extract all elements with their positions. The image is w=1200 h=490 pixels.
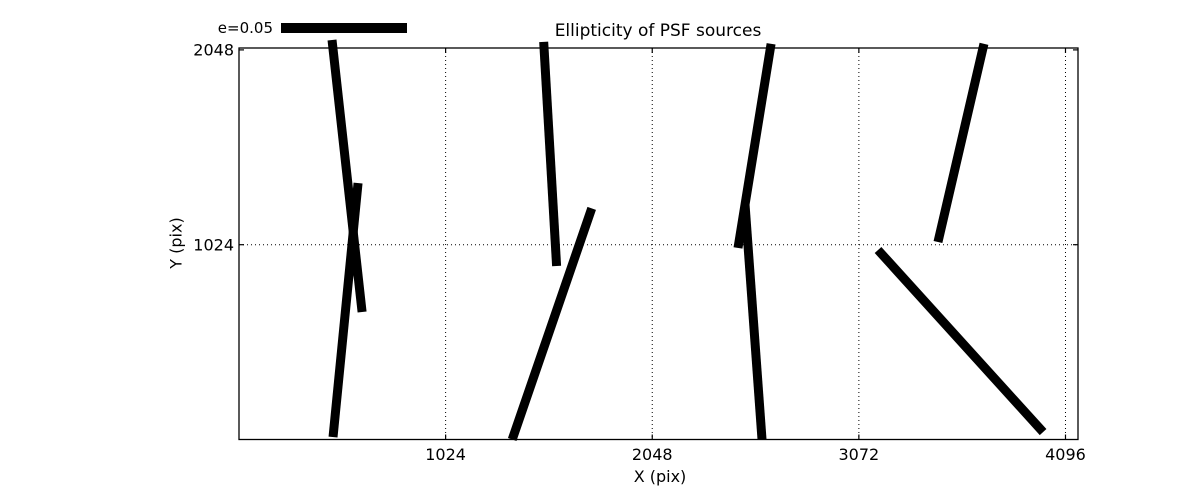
whisker-segment [740,204,767,440]
x-tick-label: 2048 [631,445,673,464]
whisker-segment [933,42,989,244]
whisker-segment [539,41,562,267]
y-axis-label: Y (pix) [166,217,186,269]
whisker-segment [328,182,363,438]
x-tick-label: 3072 [838,445,880,464]
x-axis-label: X (pix) [633,467,687,486]
whisker-segment [874,247,1047,436]
x-tick-label: 4096 [1045,445,1086,464]
y-tick-label: 1024 [193,235,234,255]
x-tick-label: 1024 [425,445,466,464]
chart-title: Ellipticity of PSF sources [554,21,762,41]
y-tick-label: 2048 [193,40,234,60]
legend-label: e=0.05 [217,19,273,37]
axes-frame [238,47,1079,441]
whisker-segment [327,39,367,313]
whisker-segment [507,206,596,441]
